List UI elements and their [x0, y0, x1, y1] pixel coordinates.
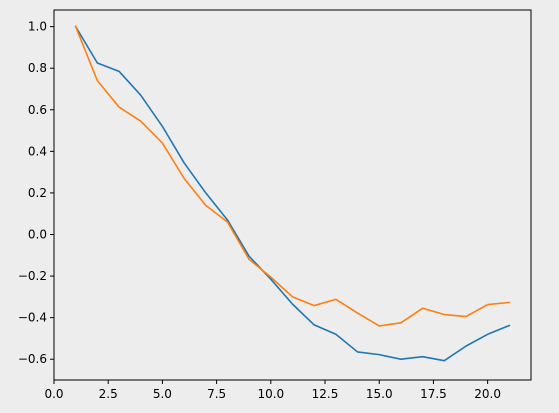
x-tick-label: 17.5 [420, 387, 447, 401]
x-tick-label: 2.5 [99, 387, 118, 401]
y-tick-label: 0.2 [28, 186, 47, 200]
x-tick-label: 7.5 [207, 387, 226, 401]
x-tick-label: 0.0 [44, 387, 63, 401]
y-tick-label: 0.0 [28, 227, 47, 241]
y-tick-label: −0.6 [18, 352, 47, 366]
x-axis: 0.0 2.5 5.0 7.5 10.0 12.5 15.0 17.5 20.0 [44, 380, 501, 401]
series-line-2 [74, 25, 511, 327]
x-tick-label: 15.0 [366, 387, 393, 401]
x-tick-label: 20.0 [474, 387, 501, 401]
series-layer [74, 25, 511, 362]
y-tick-label: 0.8 [28, 61, 47, 75]
plot-frame [53, 9, 532, 381]
series-line-1 [74, 25, 511, 362]
y-axis: 1.0 0.8 0.6 0.4 0.2 0.0 −0.2 −0.4 −0.6 [18, 20, 54, 366]
y-tick-label: −0.4 [18, 311, 47, 325]
y-tick-label: 1.0 [28, 20, 47, 34]
x-tick-label: 5.0 [153, 387, 172, 401]
y-tick-label: 0.4 [28, 144, 47, 158]
x-tick-label: 12.5 [312, 387, 339, 401]
plot-area [54, 10, 531, 380]
y-tick-label: 0.6 [28, 103, 47, 117]
y-tick-label: −0.2 [18, 269, 47, 283]
x-tick-label: 10.0 [257, 387, 284, 401]
